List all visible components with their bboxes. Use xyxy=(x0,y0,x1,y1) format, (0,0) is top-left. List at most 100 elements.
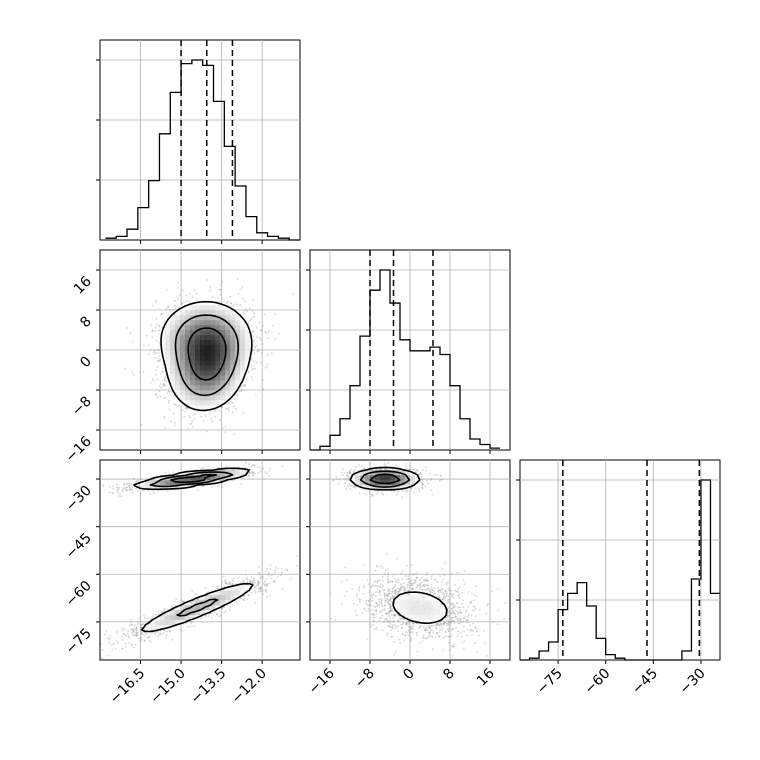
scatter-point xyxy=(136,631,139,634)
scatter-point xyxy=(121,638,124,641)
scatter-point xyxy=(193,289,196,291)
scatter-point xyxy=(132,630,135,633)
scatter-point xyxy=(206,279,209,281)
scatter-point xyxy=(258,348,260,351)
scatter-point xyxy=(124,634,127,637)
scatter-point xyxy=(133,629,135,632)
scatter-point xyxy=(175,467,177,469)
scatter-point xyxy=(207,615,210,617)
scatter-point xyxy=(209,412,212,414)
scatter-point xyxy=(245,577,248,580)
scatter-point xyxy=(236,278,239,281)
scatter-point xyxy=(264,330,267,333)
scatter-point xyxy=(257,584,259,587)
scatter-point xyxy=(262,379,264,381)
scatter-point xyxy=(261,324,264,327)
scatter-point xyxy=(218,410,221,412)
scatter-point xyxy=(164,375,167,378)
scatter-point xyxy=(144,632,146,634)
scatter-point xyxy=(251,378,254,381)
scatter-point xyxy=(157,325,160,328)
scatter-point xyxy=(231,411,234,414)
scatter-point xyxy=(219,614,222,617)
scatter-point xyxy=(130,483,133,485)
scatter-point xyxy=(265,570,268,572)
scatter-point xyxy=(147,353,150,355)
scatter-point xyxy=(107,654,110,657)
scatter-point xyxy=(155,317,158,320)
scatter-point xyxy=(248,471,251,474)
scatter-point xyxy=(114,648,117,650)
scatter-point xyxy=(104,633,106,636)
scatter-point xyxy=(233,303,236,306)
scatter-point xyxy=(167,401,170,404)
scatter-point xyxy=(175,305,177,308)
scatter-point xyxy=(123,632,126,635)
scatter-point xyxy=(304,560,306,562)
scatter-point xyxy=(254,346,257,349)
scatter-point xyxy=(266,472,269,475)
scatter-point xyxy=(221,486,224,488)
scatter-point xyxy=(166,288,169,291)
scatter-point xyxy=(254,586,257,589)
scatter-point xyxy=(266,332,269,335)
scatter-point xyxy=(128,485,131,487)
scatter-point xyxy=(252,474,255,477)
scatter-point xyxy=(221,607,224,609)
scatter-point xyxy=(116,486,118,489)
scatter-point xyxy=(191,620,194,623)
scatter-point xyxy=(217,466,220,468)
scatter-point xyxy=(160,633,163,636)
scatter-point xyxy=(210,616,213,619)
scatter-point xyxy=(189,292,191,295)
scatter-point xyxy=(249,581,252,584)
scatter-point xyxy=(190,622,193,625)
scatter-point xyxy=(142,633,145,636)
scatter-point xyxy=(256,466,259,468)
scatter-point xyxy=(260,576,262,579)
scatter-point xyxy=(264,366,267,369)
scatter-point xyxy=(250,375,253,378)
scatter-point xyxy=(186,427,189,430)
scatter-point xyxy=(265,578,268,580)
scatter-point xyxy=(161,611,163,614)
scatter-point xyxy=(154,326,157,329)
scatter-point xyxy=(239,288,242,291)
scatter-point xyxy=(252,577,255,579)
scatter-point xyxy=(281,465,284,468)
scatter-point xyxy=(170,420,172,423)
scatter-point xyxy=(257,579,260,582)
scatter-point xyxy=(158,613,161,615)
scatter-point xyxy=(159,395,162,398)
scatter-point xyxy=(128,484,131,487)
scatter-point xyxy=(158,390,161,393)
scatter-point xyxy=(224,582,227,585)
scatter-point xyxy=(237,577,240,579)
scatter-point xyxy=(139,371,142,374)
scatter-point xyxy=(278,333,281,335)
scatter-point xyxy=(242,580,245,583)
scatter-point xyxy=(170,310,172,313)
scatter-point xyxy=(181,289,184,291)
scatter-point xyxy=(274,338,277,341)
scatter-point xyxy=(268,475,271,477)
scatter-point xyxy=(262,388,265,390)
scatter-point xyxy=(133,624,136,626)
scatter-point xyxy=(131,486,134,489)
scatter-point xyxy=(262,467,265,470)
scatter-point xyxy=(224,610,227,613)
scatter-point xyxy=(254,368,257,370)
scatter-point xyxy=(158,355,161,358)
scatter-point xyxy=(161,313,164,315)
scatter-point xyxy=(157,610,160,613)
scatter-point xyxy=(249,472,252,474)
scatter-point xyxy=(259,466,261,469)
scatter-point xyxy=(252,315,255,318)
scatter-point xyxy=(266,363,269,365)
scatter-point xyxy=(173,421,176,424)
scatter-point xyxy=(265,583,268,586)
scatter-point xyxy=(251,581,254,583)
scatter-point xyxy=(111,648,114,651)
scatter-point xyxy=(140,633,143,635)
